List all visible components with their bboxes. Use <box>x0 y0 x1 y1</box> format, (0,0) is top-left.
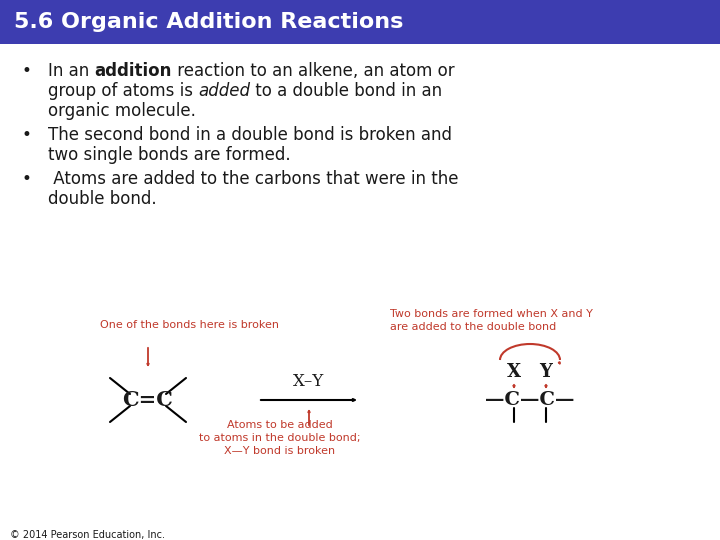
Text: •: • <box>22 126 32 144</box>
Text: X–Y: X–Y <box>293 374 325 390</box>
Bar <box>0 0 720 44</box>
Text: double bond.: double bond. <box>48 190 157 208</box>
Text: reaction to an alkene, an atom or: reaction to an alkene, an atom or <box>172 62 454 80</box>
Text: to a double bond in an: to a double bond in an <box>251 82 442 100</box>
Text: 5.6 Organic Addition Reactions: 5.6 Organic Addition Reactions <box>14 12 403 32</box>
Text: two single bonds are formed.: two single bonds are formed. <box>48 146 291 164</box>
Text: © 2014 Pearson Education, Inc.: © 2014 Pearson Education, Inc. <box>10 530 165 540</box>
Text: X: X <box>507 363 521 381</box>
Text: —C—C—: —C—C— <box>485 391 575 409</box>
Text: •: • <box>22 62 32 80</box>
Text: Y: Y <box>539 363 552 381</box>
Text: addition: addition <box>94 62 172 80</box>
Text: •: • <box>22 170 32 188</box>
Text: group of atoms is: group of atoms is <box>48 82 198 100</box>
Text: One of the bonds here is broken: One of the bonds here is broken <box>100 320 279 330</box>
Text: C=C: C=C <box>122 390 174 410</box>
Text: Atoms are added to the carbons that were in the: Atoms are added to the carbons that were… <box>48 170 459 188</box>
Text: In an: In an <box>48 62 94 80</box>
Text: The second bond in a double bond is broken and: The second bond in a double bond is brok… <box>48 126 452 144</box>
Text: organic molecule.: organic molecule. <box>48 102 196 120</box>
Text: added: added <box>198 82 251 100</box>
Text: Two bonds are formed when X and Y
are added to the double bond: Two bonds are formed when X and Y are ad… <box>390 309 593 332</box>
Text: Atoms to be added
to atoms in the double bond;
X—Y bond is broken: Atoms to be added to atoms in the double… <box>199 420 361 456</box>
